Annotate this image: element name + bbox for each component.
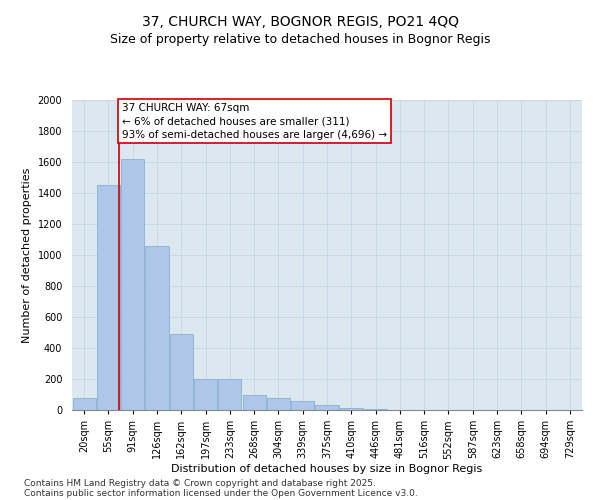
- Bar: [145, 246, 169, 410]
- Bar: [267, 398, 290, 410]
- Bar: [194, 379, 217, 410]
- Bar: [291, 402, 314, 410]
- Bar: [364, 409, 387, 410]
- Bar: [121, 159, 144, 410]
- Bar: [97, 185, 120, 410]
- Bar: [340, 408, 363, 410]
- Bar: [218, 379, 241, 410]
- Y-axis label: Number of detached properties: Number of detached properties: [22, 168, 32, 342]
- Text: 37 CHURCH WAY: 67sqm
← 6% of detached houses are smaller (311)
93% of semi-detac: 37 CHURCH WAY: 67sqm ← 6% of detached ho…: [122, 103, 387, 140]
- Text: Contains public sector information licensed under the Open Government Licence v3: Contains public sector information licen…: [24, 488, 418, 498]
- Text: Size of property relative to detached houses in Bognor Regis: Size of property relative to detached ho…: [110, 32, 490, 46]
- X-axis label: Distribution of detached houses by size in Bognor Regis: Distribution of detached houses by size …: [172, 464, 482, 474]
- Bar: [170, 334, 193, 410]
- Text: 37, CHURCH WAY, BOGNOR REGIS, PO21 4QQ: 37, CHURCH WAY, BOGNOR REGIS, PO21 4QQ: [142, 15, 458, 29]
- Bar: [73, 398, 95, 410]
- Bar: [316, 404, 338, 410]
- Bar: [242, 394, 266, 410]
- Text: Contains HM Land Registry data © Crown copyright and database right 2025.: Contains HM Land Registry data © Crown c…: [24, 478, 376, 488]
